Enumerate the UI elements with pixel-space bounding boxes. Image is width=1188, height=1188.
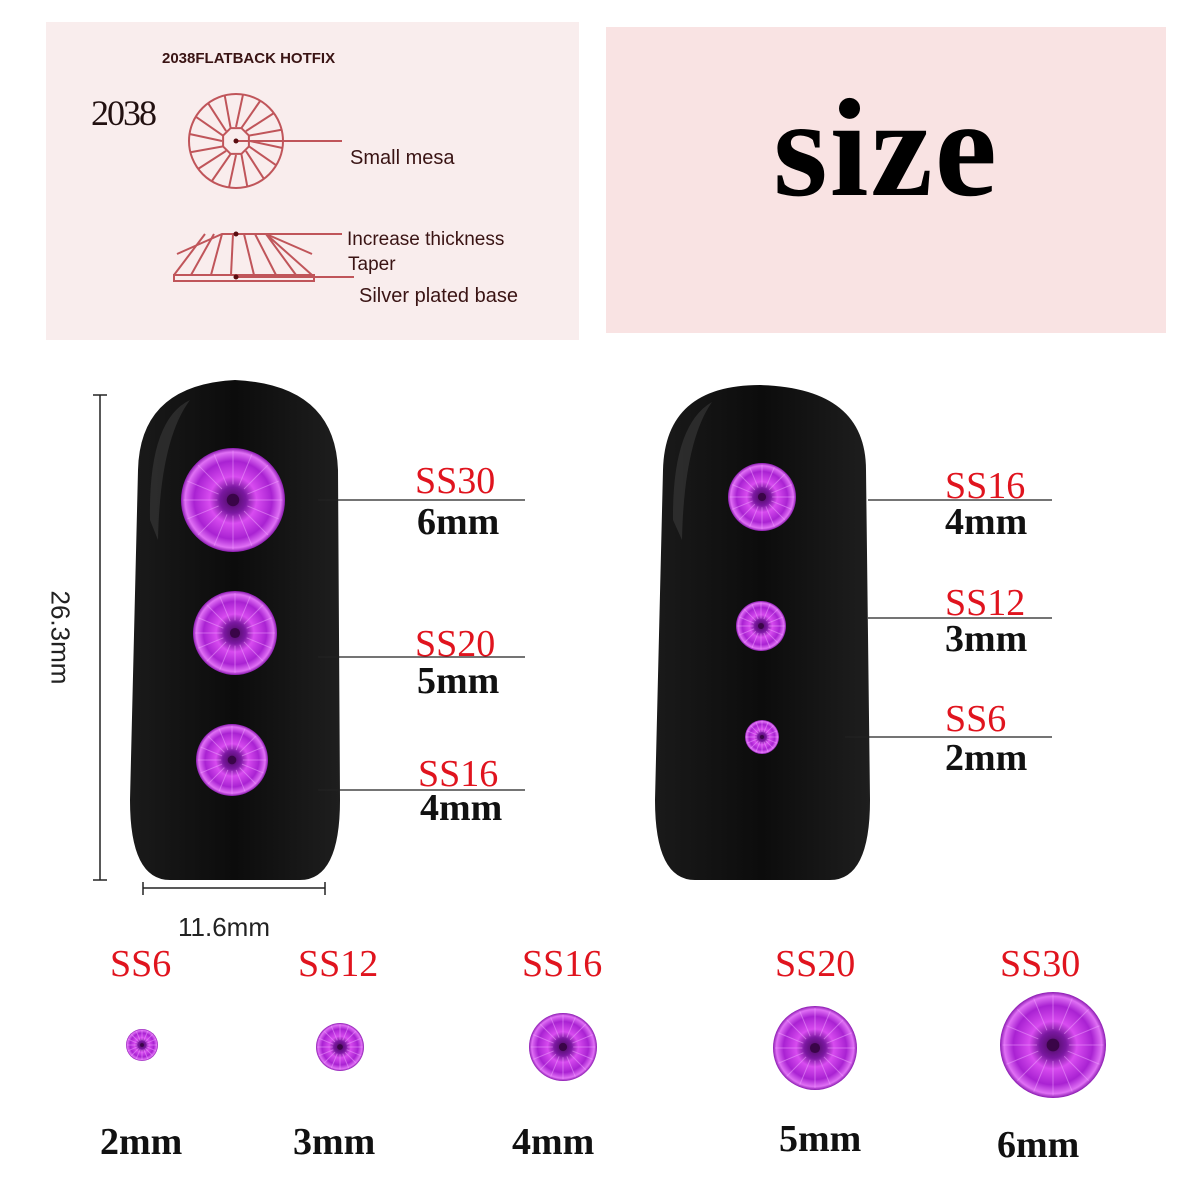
row-gem-ss12 bbox=[316, 1023, 364, 1071]
right-code-3: SS6 bbox=[945, 698, 1007, 740]
label-silver-plated-base: Silver plated base bbox=[359, 285, 518, 307]
row-code-5: SS30 bbox=[1000, 943, 1081, 985]
row-gem-ss30 bbox=[1000, 992, 1106, 1098]
left-size-3: 4mm bbox=[420, 787, 503, 829]
left-nail-gem-ss20 bbox=[193, 591, 277, 675]
side-view-icon bbox=[173, 140, 354, 282]
right-nail-gem-ss6 bbox=[745, 720, 779, 754]
row-size-3: 4mm bbox=[512, 1121, 595, 1163]
nail-height-label: 26.3mm bbox=[45, 590, 76, 685]
right-nail-gem-ss12 bbox=[736, 601, 786, 651]
row-code-1: SS6 bbox=[110, 943, 172, 985]
left-size-2: 5mm bbox=[417, 660, 500, 702]
right-nail-gem-ss16 bbox=[728, 463, 796, 531]
rhinestone-diagram-panel: 2038FLATBACK HOTFIX 2038 Small mesa Incr… bbox=[46, 22, 579, 340]
rhinestone-diagram-drawing bbox=[173, 93, 354, 282]
left-code-1: SS30 bbox=[415, 460, 496, 502]
nail-width-label: 11.6mm bbox=[178, 912, 270, 942]
label-small-mesa: Small mesa bbox=[350, 147, 455, 169]
title-panel: size bbox=[606, 27, 1166, 333]
diagram-header: 2038FLATBACK HOTFIX bbox=[162, 50, 336, 67]
left-size-1: 6mm bbox=[417, 501, 500, 543]
row-gem-ss20 bbox=[773, 1006, 857, 1090]
right-nail-highlight bbox=[672, 402, 712, 540]
row-size-4: 5mm bbox=[779, 1118, 862, 1160]
dimension-lines bbox=[93, 394, 326, 895]
left-nail-highlight bbox=[149, 400, 190, 540]
right-size-2: 3mm bbox=[945, 618, 1028, 660]
left-code-2: SS20 bbox=[415, 623, 496, 665]
right-size-3: 2mm bbox=[945, 737, 1028, 779]
row-gem-ss16 bbox=[529, 1013, 597, 1081]
row-code-2: SS12 bbox=[298, 943, 379, 985]
row-size-2: 3mm bbox=[293, 1121, 376, 1163]
left-code-3: SS16 bbox=[418, 753, 499, 795]
right-code-2: SS12 bbox=[945, 582, 1026, 624]
size-title: size bbox=[773, 71, 999, 226]
row-size-5: 6mm bbox=[997, 1124, 1080, 1166]
left-nail-gem-ss16 bbox=[196, 724, 268, 796]
row-code-4: SS20 bbox=[775, 943, 856, 985]
top-view-icon bbox=[188, 93, 284, 189]
row-size-1: 2mm bbox=[100, 1121, 183, 1163]
model-number: 2038 bbox=[91, 93, 157, 133]
row-code-3: SS16 bbox=[522, 943, 603, 985]
left-nail-gem-ss30 bbox=[181, 448, 285, 552]
label-taper: Taper bbox=[348, 254, 396, 275]
leader-lines bbox=[318, 499, 1052, 791]
label-increase-thickness: Increase thickness bbox=[347, 229, 505, 250]
right-code-1: SS16 bbox=[945, 465, 1026, 507]
row-gem-ss6 bbox=[126, 1029, 158, 1061]
right-size-1: 4mm bbox=[945, 501, 1028, 543]
